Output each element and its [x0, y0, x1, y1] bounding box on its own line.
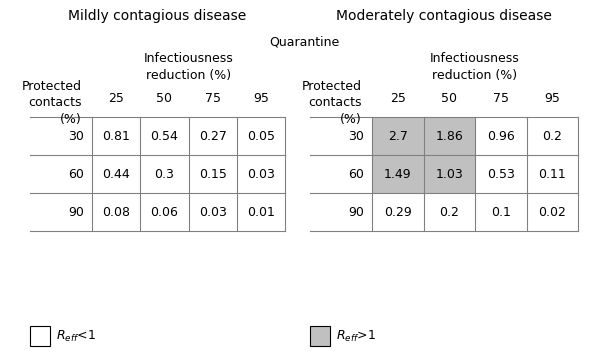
Text: 30: 30: [348, 130, 364, 142]
Text: 0.03: 0.03: [199, 206, 227, 218]
Text: 0.53: 0.53: [487, 167, 515, 181]
FancyBboxPatch shape: [310, 326, 330, 346]
Text: 0.02: 0.02: [538, 206, 566, 218]
FancyBboxPatch shape: [372, 155, 424, 193]
Text: Mildly contagious disease: Mildly contagious disease: [68, 9, 247, 23]
FancyBboxPatch shape: [30, 326, 50, 346]
Text: 0.05: 0.05: [247, 130, 275, 142]
Text: 2.7: 2.7: [388, 130, 407, 142]
Text: 50: 50: [157, 92, 172, 106]
Text: Protected
contacts
(%): Protected contacts (%): [22, 80, 82, 126]
Text: 95: 95: [253, 92, 269, 106]
Text: 50: 50: [441, 92, 457, 106]
Text: Infectiousness
reduction (%): Infectiousness reduction (%): [143, 52, 233, 82]
Text: 30: 30: [68, 130, 84, 142]
Text: 0.2: 0.2: [542, 130, 562, 142]
FancyBboxPatch shape: [424, 117, 475, 155]
Text: 0.15: 0.15: [199, 167, 227, 181]
Text: 0.1: 0.1: [491, 206, 511, 218]
Text: $R_{eff}$>1: $R_{eff}$>1: [336, 328, 376, 344]
Text: 0.11: 0.11: [538, 167, 566, 181]
Text: 0.96: 0.96: [487, 130, 515, 142]
Text: 1.86: 1.86: [436, 130, 463, 142]
Text: 1.03: 1.03: [436, 167, 463, 181]
Text: 0.81: 0.81: [102, 130, 130, 142]
Text: Moderately contagious disease: Moderately contagious disease: [336, 9, 552, 23]
Text: 0.01: 0.01: [247, 206, 275, 218]
Text: Infectiousness
reduction (%): Infectiousness reduction (%): [430, 52, 520, 82]
Text: 0.29: 0.29: [384, 206, 412, 218]
Text: 25: 25: [108, 92, 124, 106]
Text: Protected
contacts
(%): Protected contacts (%): [302, 80, 362, 126]
FancyBboxPatch shape: [372, 117, 424, 155]
FancyBboxPatch shape: [424, 155, 475, 193]
Text: 0.44: 0.44: [102, 167, 130, 181]
Text: Quarantine: Quarantine: [269, 36, 339, 48]
Text: 1.49: 1.49: [384, 167, 412, 181]
Text: 0.08: 0.08: [102, 206, 130, 218]
Text: 90: 90: [68, 206, 84, 218]
Text: 90: 90: [348, 206, 364, 218]
Text: 75: 75: [205, 92, 221, 106]
Text: $R_{eff}$<1: $R_{eff}$<1: [56, 328, 96, 344]
Text: 0.2: 0.2: [439, 206, 459, 218]
Text: 25: 25: [390, 92, 406, 106]
Text: 0.06: 0.06: [151, 206, 178, 218]
Text: 0.27: 0.27: [199, 130, 227, 142]
Text: 0.03: 0.03: [247, 167, 275, 181]
Text: 0.54: 0.54: [151, 130, 178, 142]
Text: 60: 60: [68, 167, 84, 181]
Text: 60: 60: [348, 167, 364, 181]
Text: 75: 75: [493, 92, 509, 106]
Text: 0.3: 0.3: [154, 167, 175, 181]
Text: 95: 95: [544, 92, 560, 106]
